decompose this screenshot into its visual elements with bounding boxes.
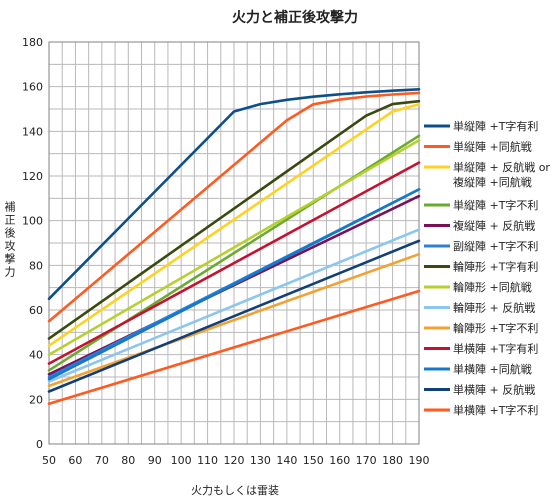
legend-entry-label: 輪陣形 +同航戦	[453, 280, 532, 294]
x-tick-label: 170	[356, 454, 377, 467]
series-line	[47, 188, 421, 381]
x-tick-label: 100	[171, 454, 192, 467]
x-tick-label: 80	[121, 454, 135, 467]
y-tick-label: 140	[22, 125, 43, 138]
series-line	[47, 228, 421, 383]
x-tick-label: 120	[224, 454, 245, 467]
y-tick-label: 100	[22, 215, 43, 228]
legend-entry-label: 副縦陣 +T字不利	[453, 239, 538, 253]
plot-area-border	[48, 41, 420, 445]
x-tick-label: 180	[382, 454, 403, 467]
axes: 0 20 40 60 80 100 120 140 160 180 50 60 70 80 90 100 110…	[22, 36, 430, 467]
legend-entry-label: 単縦陣 +同航戦	[453, 140, 532, 154]
y-axis-label: 補正後攻撃力	[5, 201, 16, 279]
legend-entry-label: 単縦陣 + 反航戦 or 複縦陣 +同航戦	[453, 160, 550, 189]
series-line	[47, 239, 421, 393]
legend-entry-label: 単横陣 +T字有利	[453, 342, 538, 356]
series-lines	[47, 88, 421, 406]
legend-entry-label: 単縦陣 +T字有利	[453, 119, 538, 133]
series-line	[47, 103, 421, 347]
x-tick-label: 140	[276, 454, 297, 467]
legend-entry-label: 輪陣形 +T字有利	[453, 260, 538, 274]
x-axis-label: 火力もしくは雷装	[191, 484, 279, 497]
y-tick-label: 60	[29, 304, 43, 317]
y-tick-label: 80	[29, 259, 43, 272]
legend-entry-label: 単縦陣 +T字不利	[453, 198, 538, 212]
series-line	[47, 88, 421, 301]
x-tick-label: 70	[95, 454, 109, 467]
y-tick-label: 20	[29, 393, 43, 406]
series-line	[47, 139, 421, 356]
legend-entry-label: 輪陣形 + 反航戦	[453, 301, 535, 315]
x-tick-label: 190	[409, 454, 430, 467]
y-tick-label: 160	[22, 81, 43, 94]
x-tick-label: 90	[148, 454, 162, 467]
series-line	[47, 289, 421, 406]
series-line	[47, 91, 421, 323]
y-tick-label: 40	[29, 349, 43, 362]
y-tick-label: 0	[36, 438, 43, 451]
series-line	[47, 99, 421, 340]
legend-entry-label: 輪陣形 +T字不利	[453, 321, 538, 335]
x-tick-label: 160	[329, 454, 350, 467]
legend-entry-label: 単横陣 + 反航戦	[453, 383, 535, 397]
legend-entry-label: 単横陣 +T字不利	[453, 403, 538, 417]
x-tick-label: 150	[303, 454, 324, 467]
x-tick-label: 50	[42, 454, 56, 467]
series-line	[47, 252, 421, 388]
y-tick-label: 120	[22, 170, 43, 183]
y-tick-label: 180	[22, 36, 43, 49]
chart-title: 火力と補正後攻撃力	[232, 9, 358, 26]
x-tick-label: 60	[68, 454, 82, 467]
series-line	[47, 161, 421, 365]
legend-entry-label: 複縦陣 + 反航戦	[453, 219, 535, 233]
legend-entry-label: 単横陣 +同航戦	[453, 362, 532, 376]
x-tick-label: 110	[197, 454, 218, 467]
x-tick-label: 130	[250, 454, 271, 467]
